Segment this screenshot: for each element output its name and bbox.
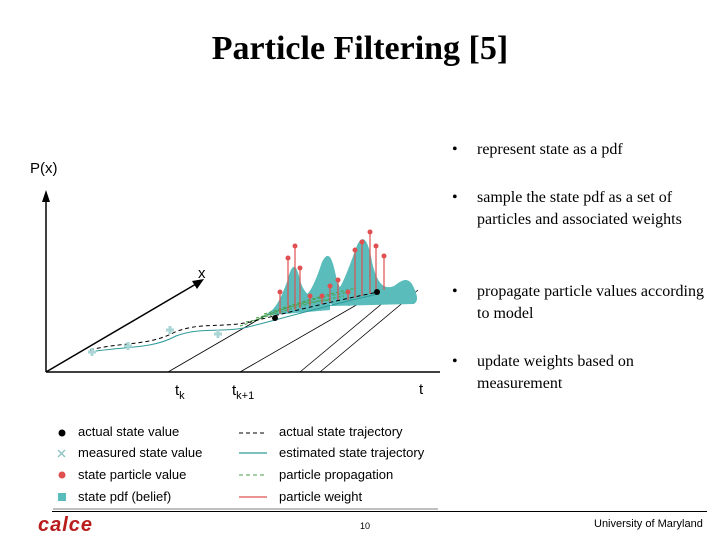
- bullet-text: propagate particle values according to m…: [477, 283, 704, 322]
- y-axis-label: P(x): [30, 160, 58, 177]
- bullet-text: update weights based on measurement: [477, 353, 634, 392]
- bullet-text: sample the state pdf as a set of particl…: [477, 189, 682, 228]
- y-axis-arrow: [42, 190, 50, 202]
- legend-label: actual state trajectory: [279, 424, 403, 439]
- tk1-label: tk+1: [232, 382, 254, 402]
- red-dot-icon: [58, 471, 66, 479]
- particle-propagation-2: [245, 295, 345, 323]
- tk-label: tk: [175, 382, 185, 402]
- measured-state-markers: [88, 326, 222, 356]
- legend-icons: [53, 429, 438, 510]
- legend-label: estimated state trajectory: [279, 445, 425, 460]
- calce-logo: calce: [38, 514, 94, 536]
- slide-title: Particle Filtering [5]: [211, 30, 509, 67]
- particle-propagation-4: [263, 287, 357, 315]
- bullet-text: represent state as a pdf: [477, 141, 623, 158]
- bullet-marker: •: [452, 353, 458, 370]
- bullet-marker: •: [452, 283, 458, 300]
- legend-label: particle propagation: [279, 467, 394, 482]
- university-name: University of Maryland: [594, 518, 703, 530]
- x-axis-arrow: [192, 279, 204, 289]
- black-dot-icon: [58, 429, 66, 437]
- legend-label: state pdf (belief): [78, 489, 172, 504]
- bullet-marker: •: [452, 189, 458, 206]
- legend-label: state particle value: [78, 467, 187, 482]
- legend: actual state value measured state value …: [53, 420, 438, 510]
- actual-state-point-1: [272, 315, 278, 321]
- teal-square-icon: [58, 493, 66, 501]
- actual-trajectory: [89, 291, 379, 351]
- particle-propagation-1: [239, 299, 331, 327]
- t-axis-label: t: [419, 381, 424, 398]
- particle-propagation-3: [255, 291, 351, 319]
- x-axis-label: x: [198, 265, 206, 282]
- bullet-marker: •: [452, 141, 458, 158]
- legend-label: particle weight: [279, 489, 363, 504]
- pdf-shape-1: [262, 266, 330, 316]
- legend-label: actual state value: [78, 424, 180, 439]
- estimated-trajectory: [89, 293, 379, 353]
- actual-state-point-2: [374, 289, 380, 295]
- page-number: 10: [360, 521, 371, 531]
- x-mark-icon: [57, 449, 66, 458]
- footer-rule: [52, 511, 707, 512]
- tk1-line: [239, 295, 373, 373]
- state-particles: [277, 229, 387, 299]
- particle-weights: [279, 232, 385, 314]
- legend-label: measured state value: [78, 445, 203, 460]
- x-axis: [45, 283, 197, 373]
